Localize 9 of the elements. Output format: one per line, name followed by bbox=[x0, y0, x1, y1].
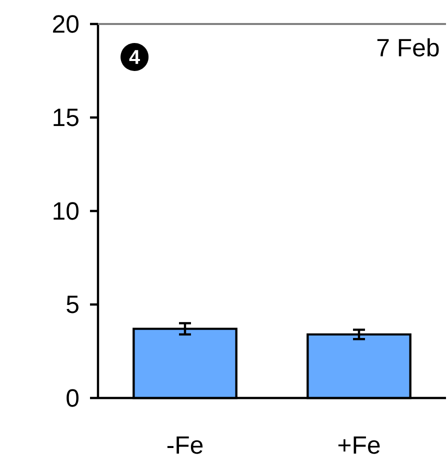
y-tick-label: 10 bbox=[54, 202, 79, 220]
chart-title: 7 Feb bbox=[377, 38, 439, 56]
annotation: 4 bbox=[129, 50, 140, 64]
y-tick-label: 20 bbox=[53, 15, 79, 33]
y-tick-label: 0 bbox=[66, 389, 79, 407]
x-tick-label: -Fe bbox=[167, 436, 203, 454]
y-tick-label: 15 bbox=[54, 108, 78, 126]
y-tick-label: 5 bbox=[66, 296, 78, 314]
x-tick-label: +Fe bbox=[338, 436, 380, 454]
